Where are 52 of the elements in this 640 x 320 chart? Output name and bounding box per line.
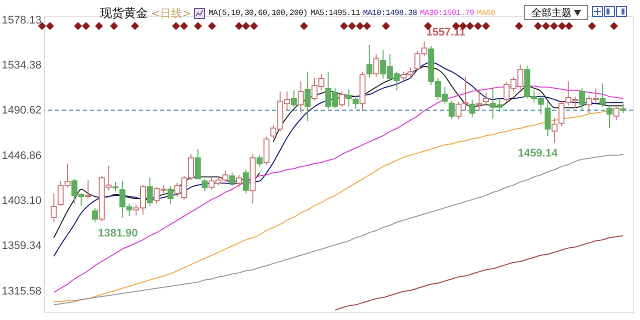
chart-subtitle: <日线> (151, 6, 192, 21)
y-tick-label: 1315.58 (2, 285, 42, 298)
y-tick-label: 1490.62 (2, 104, 42, 117)
candlestick (194, 148, 201, 180)
candlestick (476, 88, 482, 112)
annotation: 全部主题 (532, 6, 572, 20)
candlestick (600, 82, 606, 108)
candlestick (50, 193, 57, 223)
candlestick (112, 182, 119, 192)
candlestick (373, 54, 380, 78)
candlestick (558, 100, 564, 127)
candlestick (202, 178, 208, 192)
candlestick (482, 92, 489, 106)
text: MA30:1501.79 (420, 9, 474, 18)
candlestick (462, 76, 468, 112)
candlestick (242, 169, 249, 194)
candlestick (85, 179, 92, 200)
y-tick-label: 1578.13 (2, 14, 42, 26)
candlestick (338, 90, 345, 108)
y-tick-label: 1403.10 (2, 195, 42, 208)
candlestick (229, 172, 236, 186)
candlestick (263, 136, 270, 166)
y-tick-label: 1446.86 (2, 150, 42, 162)
candlestick (606, 105, 612, 129)
text: MA5:1495.11 (310, 9, 360, 18)
candlestick (290, 90, 297, 108)
candlestick (92, 207, 98, 223)
candlestick (304, 71, 311, 122)
candlestick (469, 99, 476, 118)
y-tick-label: 1359.34 (2, 240, 42, 252)
y-tick-label: 1534.38 (2, 60, 42, 72)
candlestick (366, 44, 372, 78)
candlestick (167, 186, 174, 204)
candlestick (613, 106, 620, 121)
candlestick (456, 101, 462, 120)
candlestick (298, 80, 304, 113)
candlestick (552, 118, 558, 144)
candlestick (352, 94, 359, 110)
text: MA60 (477, 9, 496, 18)
candlestick (346, 88, 352, 108)
line-series (334, 235, 624, 310)
text: MA10:1498.38 (362, 9, 417, 18)
annotation: MA(5,10,30,60,100,200) (208, 9, 308, 18)
candlestick (579, 88, 586, 112)
chart-title: 现货黄金 (100, 5, 148, 22)
annotation: 1459.14 (518, 148, 558, 160)
candlestick (146, 177, 153, 206)
annotation: 1381.90 (98, 227, 138, 240)
candlestick (236, 174, 242, 188)
candlestick (256, 154, 263, 168)
candlestick (448, 100, 455, 120)
candlestick (544, 101, 551, 137)
